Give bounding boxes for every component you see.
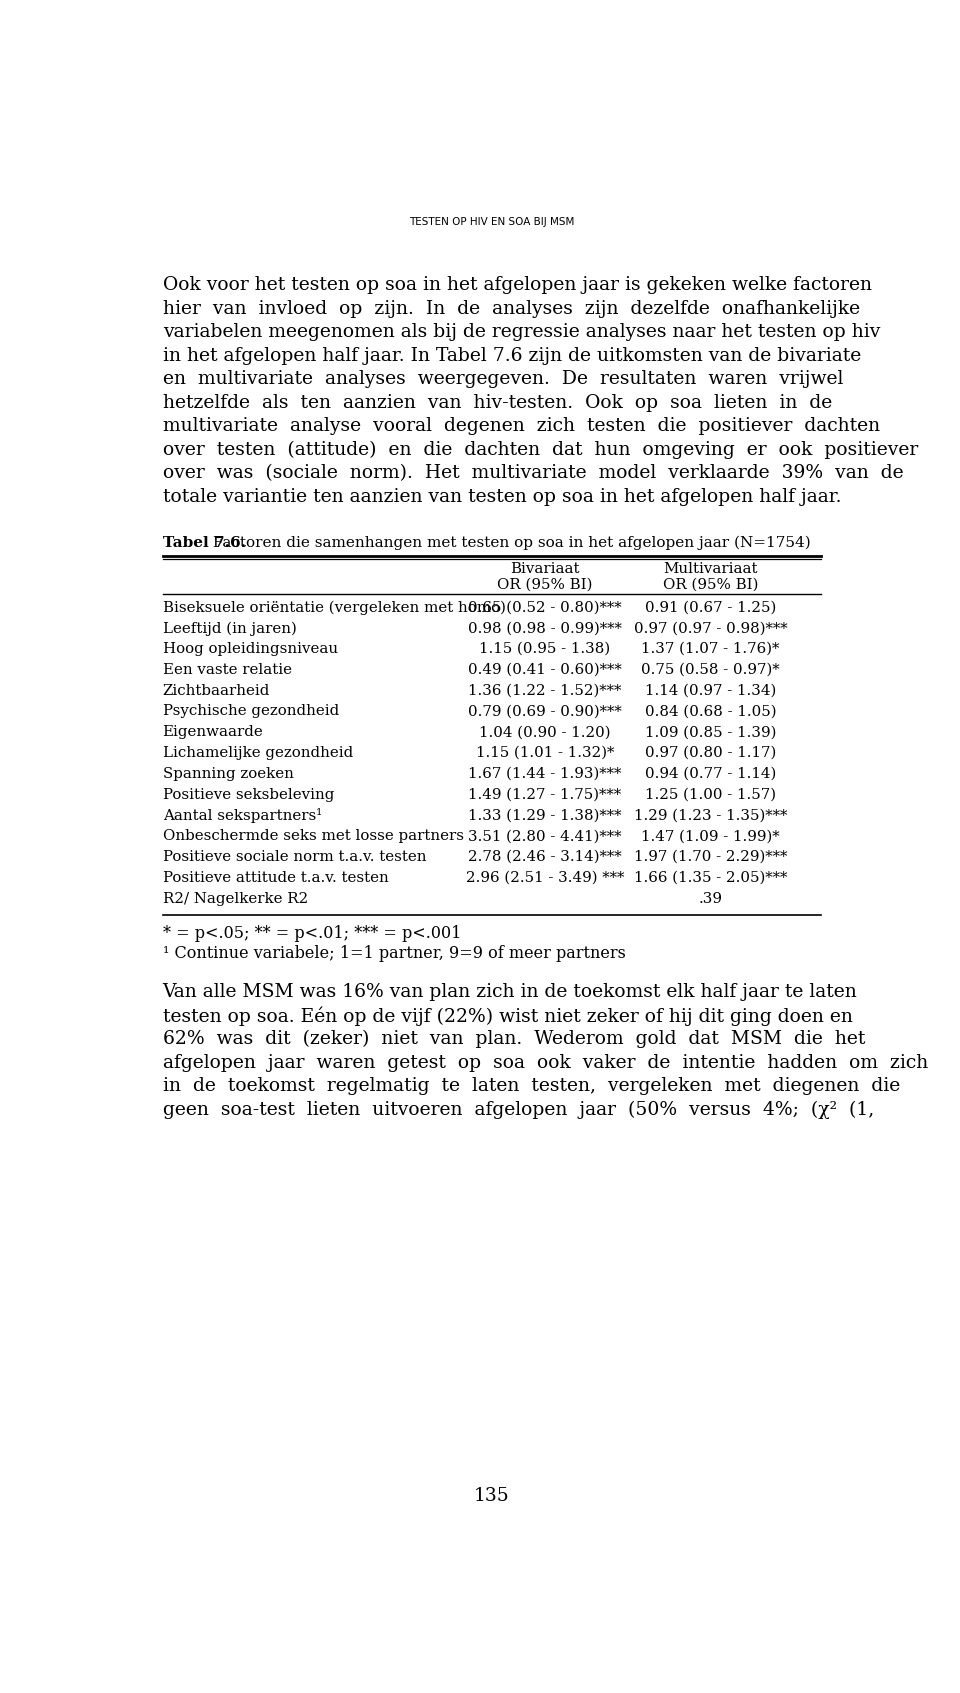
Text: 1.97 (1.70 - 2.29)***: 1.97 (1.70 - 2.29)*** (634, 850, 787, 863)
Text: Spanning zoeken: Spanning zoeken (162, 767, 294, 780)
Text: 0.75 (0.58 - 0.97)*: 0.75 (0.58 - 0.97)* (641, 664, 780, 677)
Text: testen op soa. Eén op de vijf (22%) wist niet zeker of hij dit ging doen en: testen op soa. Eén op de vijf (22%) wist… (162, 1007, 852, 1026)
Text: OR (95% BI): OR (95% BI) (662, 577, 758, 593)
Text: R2/ Nagelkerke R2: R2/ Nagelkerke R2 (162, 892, 308, 906)
Text: 62%  was  dit  (zeker)  niet  van  plan.  Wederom  gold  dat  MSM  die  het: 62% was dit (zeker) niet van plan. Weder… (162, 1029, 865, 1048)
Text: 0.79 (0.69 - 0.90)***: 0.79 (0.69 - 0.90)*** (468, 704, 621, 718)
Text: Eigenwaarde: Eigenwaarde (162, 725, 263, 740)
Text: 0.97 (0.97 - 0.98)***: 0.97 (0.97 - 0.98)*** (634, 621, 787, 635)
Text: over  testen  (attitude)  en  die  dachten  dat  hun  omgeving  er  ook  positie: over testen (attitude) en die dachten da… (162, 440, 918, 459)
Text: afgelopen  jaar  waren  getest  op  soa  ook  vaker  de  intentie  hadden  om  z: afgelopen jaar waren getest op soa ook v… (162, 1053, 928, 1072)
Text: Bivariaat: Bivariaat (510, 562, 580, 576)
Text: Positieve sociale norm t.a.v. testen: Positieve sociale norm t.a.v. testen (162, 850, 426, 863)
Text: Positieve attitude t.a.v. testen: Positieve attitude t.a.v. testen (162, 870, 389, 885)
Text: multivariate  analyse  vooral  degenen  zich  testen  die  positiever  dachten: multivariate analyse vooral degenen zich… (162, 416, 879, 435)
Text: Onbeschermde seks met losse partners: Onbeschermde seks met losse partners (162, 830, 464, 843)
Text: hetzelfde  als  ten  aanzien  van  hiv-testen.  Ook  op  soa  lieten  in  de: hetzelfde als ten aanzien van hiv-testen… (162, 394, 832, 411)
Text: hier  van  invloed  op  zijn.  In  de  analyses  zijn  dezelfde  onafhankelijke: hier van invloed op zijn. In de analyses… (162, 300, 860, 318)
Text: 0.91 (0.67 - 1.25): 0.91 (0.67 - 1.25) (645, 601, 777, 615)
Text: in het afgelopen half jaar. In Tabel 7.6 zijn de uitkomsten van de bivariate: in het afgelopen half jaar. In Tabel 7.6… (162, 347, 861, 364)
Text: 1.09 (0.85 - 1.39): 1.09 (0.85 - 1.39) (645, 725, 777, 740)
Text: geen  soa-test  lieten  uitvoeren  afgelopen  jaar  (50%  versus  4%;  (χ²  (1,: geen soa-test lieten uitvoeren afgelopen… (162, 1100, 874, 1119)
Text: Aantal sekspartners¹: Aantal sekspartners¹ (162, 808, 322, 823)
Text: Ook voor het testen op soa in het afgelopen jaar is gekeken welke factoren: Ook voor het testen op soa in het afgelo… (162, 276, 872, 295)
Text: Positieve seksbeleving: Positieve seksbeleving (162, 787, 334, 801)
Text: variabelen meegenomen als bij de regressie analyses naar het testen op hiv: variabelen meegenomen als bij de regress… (162, 323, 880, 342)
Text: 0.65 (0.52 - 0.80)***: 0.65 (0.52 - 0.80)*** (468, 601, 621, 615)
Text: Zichtbaarheid: Zichtbaarheid (162, 684, 270, 698)
Text: 1.49 (1.27 - 1.75)***: 1.49 (1.27 - 1.75)*** (468, 787, 621, 801)
Text: Multivariaat: Multivariaat (663, 562, 757, 576)
Text: in  de  toekomst  regelmatig  te  laten  testen,  vergeleken  met  diegenen  die: in de toekomst regelmatig te laten teste… (162, 1077, 900, 1095)
Text: 2.78 (2.46 - 3.14)***: 2.78 (2.46 - 3.14)*** (468, 850, 621, 863)
Text: en  multivariate  analyses  weergegeven.  De  resultaten  waren  vrijwel: en multivariate analyses weergegeven. De… (162, 371, 843, 388)
Text: 2.96 (2.51 - 3.49) ***: 2.96 (2.51 - 3.49) *** (466, 870, 624, 885)
Text: 0.84 (0.68 - 1.05): 0.84 (0.68 - 1.05) (645, 704, 777, 718)
Text: OR (95% BI): OR (95% BI) (497, 577, 592, 593)
Text: 0.98 (0.98 - 0.99)***: 0.98 (0.98 - 0.99)*** (468, 621, 622, 635)
Text: 0.94 (0.77 - 1.14): 0.94 (0.77 - 1.14) (645, 767, 777, 780)
Text: 1.25 (1.00 - 1.57): 1.25 (1.00 - 1.57) (645, 787, 776, 801)
Text: 1.14 (0.97 - 1.34): 1.14 (0.97 - 1.34) (645, 684, 777, 698)
Text: * = p<.05; ** = p<.01; *** = p<.001: * = p<.05; ** = p<.01; *** = p<.001 (162, 926, 461, 943)
Text: 0.97 (0.80 - 1.17): 0.97 (0.80 - 1.17) (645, 747, 777, 760)
Text: over  was  (sociale  norm).  Het  multivariate  model  verklaarde  39%  van  de: over was (sociale norm). Het multivariat… (162, 464, 903, 483)
Text: Hoog opleidingsniveau: Hoog opleidingsniveau (162, 642, 338, 657)
Text: Van alle MSM was 16% van plan zich in de toekomst elk half jaar te laten: Van alle MSM was 16% van plan zich in de… (162, 984, 857, 1001)
Text: 1.66 (1.35 - 2.05)***: 1.66 (1.35 - 2.05)*** (634, 870, 787, 885)
Text: Biseksuele oriëntatie (vergeleken met homo): Biseksuele oriëntatie (vergeleken met ho… (162, 601, 506, 615)
Text: 1.29 (1.23 - 1.35)***: 1.29 (1.23 - 1.35)*** (634, 808, 787, 823)
Text: Tabel 7.6.: Tabel 7.6. (162, 535, 246, 550)
Text: 0.49 (0.41 - 0.60)***: 0.49 (0.41 - 0.60)*** (468, 664, 621, 677)
Text: 1.33 (1.29 - 1.38)***: 1.33 (1.29 - 1.38)*** (468, 808, 621, 823)
Text: 1.47 (1.09 - 1.99)*: 1.47 (1.09 - 1.99)* (641, 830, 780, 843)
Text: 3.51 (2.80 - 4.41)***: 3.51 (2.80 - 4.41)*** (468, 830, 621, 843)
Text: totale variantie ten aanzien van testen op soa in het afgelopen half jaar.: totale variantie ten aanzien van testen … (162, 488, 841, 506)
Text: Een vaste relatie: Een vaste relatie (162, 664, 292, 677)
Text: 1.15 (0.95 - 1.38): 1.15 (0.95 - 1.38) (479, 642, 611, 657)
Text: Factoren die samenhangen met testen op soa in het afgelopen jaar (N=1754): Factoren die samenhangen met testen op s… (207, 535, 810, 550)
Text: Leeftijd (in jaren): Leeftijd (in jaren) (162, 621, 297, 635)
Text: ¹ Continue variabele; 1=1 partner, 9=9 of meer partners: ¹ Continue variabele; 1=1 partner, 9=9 o… (162, 945, 626, 962)
Text: 1.15 (1.01 - 1.32)*: 1.15 (1.01 - 1.32)* (475, 747, 613, 760)
Text: 1.67 (1.44 - 1.93)***: 1.67 (1.44 - 1.93)*** (468, 767, 621, 780)
Text: 1.04 (0.90 - 1.20): 1.04 (0.90 - 1.20) (479, 725, 611, 740)
Text: .39: .39 (699, 892, 723, 906)
Text: Psychische gezondheid: Psychische gezondheid (162, 704, 339, 718)
Text: TESTEN OP HIV EN SOA BIJ MSM: TESTEN OP HIV EN SOA BIJ MSM (409, 217, 575, 227)
Text: 135: 135 (474, 1486, 510, 1505)
Text: Lichamelijke gezondheid: Lichamelijke gezondheid (162, 747, 353, 760)
Text: 1.37 (1.07 - 1.76)*: 1.37 (1.07 - 1.76)* (641, 642, 780, 657)
Text: 1.36 (1.22 - 1.52)***: 1.36 (1.22 - 1.52)*** (468, 684, 621, 698)
